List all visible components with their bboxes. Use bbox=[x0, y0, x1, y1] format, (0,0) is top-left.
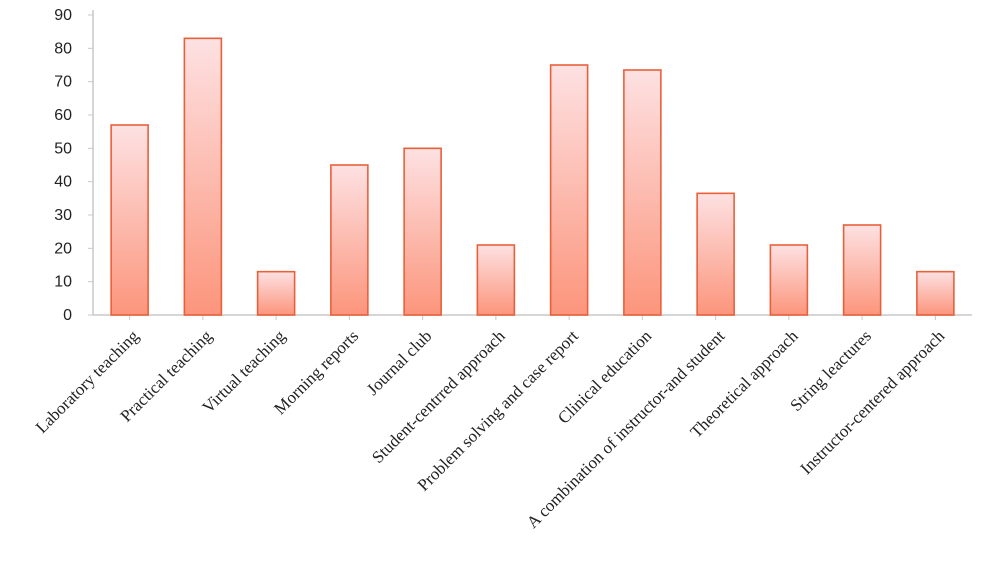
y-tick-label: 30 bbox=[54, 207, 72, 224]
y-tick-label: 40 bbox=[54, 174, 72, 191]
bar bbox=[623, 69, 662, 316]
y-tick-label: 90 bbox=[54, 7, 72, 24]
y-axis: 0 10 20 30 40 50 60 70 80 90 bbox=[54, 7, 94, 324]
y-tick-label: 0 bbox=[63, 307, 72, 324]
bar bbox=[256, 270, 296, 316]
bar bbox=[916, 270, 955, 316]
x-tick-label: Instructor-centered approach bbox=[797, 326, 949, 478]
bar bbox=[110, 124, 149, 316]
y-tick-label: 80 bbox=[54, 40, 72, 57]
y-tick-label: 50 bbox=[54, 140, 72, 157]
bar bbox=[330, 164, 369, 316]
y-tick-label: 70 bbox=[54, 74, 72, 91]
bar bbox=[696, 192, 735, 316]
bar bbox=[183, 37, 223, 316]
bar bbox=[549, 64, 589, 316]
y-tick-label: 20 bbox=[54, 240, 72, 257]
bar bbox=[842, 224, 882, 316]
bars bbox=[110, 37, 955, 316]
bar bbox=[476, 244, 516, 316]
x-axis bbox=[93, 314, 972, 320]
x-tick-label: Student-centrred approach bbox=[368, 326, 509, 467]
x-tick-label: Journal club bbox=[363, 326, 436, 399]
bar bbox=[403, 147, 442, 316]
y-tick-label: 10 bbox=[54, 274, 72, 291]
bar bbox=[769, 244, 809, 316]
y-tick-label: 60 bbox=[54, 107, 72, 124]
